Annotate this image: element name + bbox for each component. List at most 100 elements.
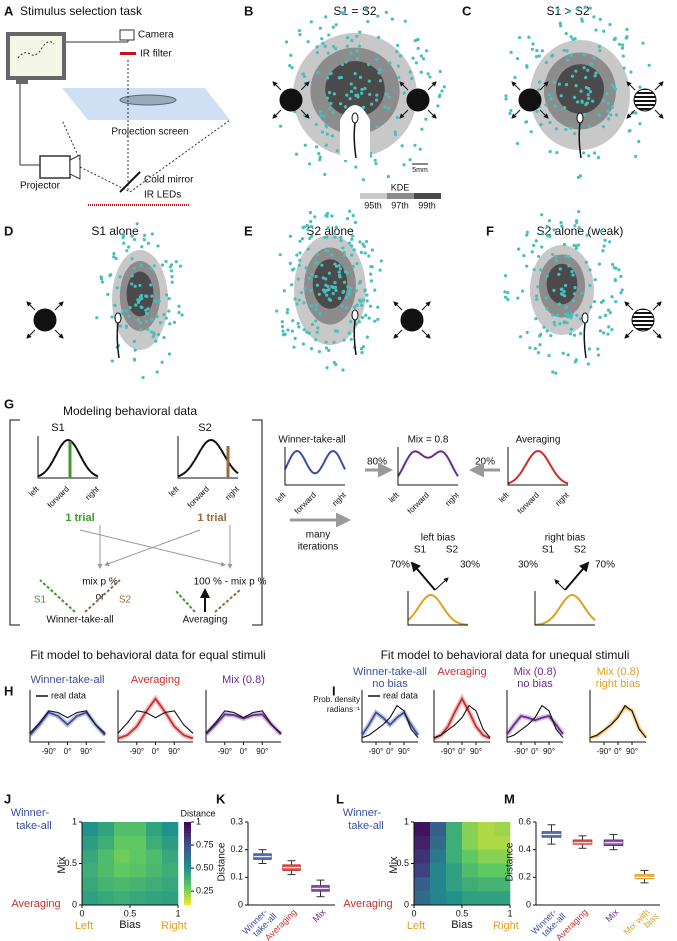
model-curve <box>534 593 596 626</box>
colorbar-segment <box>184 846 191 850</box>
trial-dot <box>424 49 429 53</box>
stimulus <box>400 308 424 332</box>
label: 30% <box>518 560 538 571</box>
trial-dot <box>138 321 143 325</box>
trial-dot <box>167 297 171 301</box>
trial-dot <box>293 297 297 301</box>
trial-dot <box>610 328 614 332</box>
trial-dot <box>330 134 334 138</box>
x-tick-label: 0° <box>458 747 466 756</box>
trial-dot <box>329 101 333 106</box>
x-tick-label: 0.5 <box>456 908 469 918</box>
trial-dot <box>339 11 344 15</box>
trial-dot <box>545 329 549 333</box>
colorbar-segment <box>184 899 191 903</box>
label: no bias <box>372 678 408 690</box>
trial-dot <box>112 255 116 259</box>
trial-dot <box>352 248 356 252</box>
trial-dot <box>559 292 564 296</box>
trial-dot <box>367 79 371 83</box>
trial-dot <box>552 228 556 232</box>
trial-dot <box>577 226 581 230</box>
x-tick-label: -90° <box>369 747 384 756</box>
colorbar-segment <box>184 844 191 848</box>
heat-cell <box>446 835 463 850</box>
trial-dot <box>563 105 567 110</box>
bracket <box>9 419 263 626</box>
trial-dot <box>136 300 141 304</box>
trial-dot <box>587 347 591 351</box>
trial-dot <box>580 17 584 21</box>
trial-dot <box>583 112 587 117</box>
trial-dot <box>327 33 331 37</box>
trial-dot <box>305 330 309 334</box>
panel-letter: F <box>486 223 494 238</box>
model-curve <box>284 449 346 475</box>
trial-dot <box>348 209 352 213</box>
trial-dot <box>140 245 144 249</box>
trial-dot <box>324 277 328 281</box>
label: many <box>306 530 330 541</box>
panel-letter: G <box>4 396 14 411</box>
trial-dot <box>301 72 305 76</box>
trial-dot <box>384 92 388 96</box>
trial-dot <box>146 307 150 311</box>
trial-dot <box>564 32 568 36</box>
trial-dot <box>113 303 117 307</box>
colorbar-segment <box>184 869 191 873</box>
trial-dot <box>598 329 603 333</box>
trial-dot <box>625 27 629 31</box>
vector <box>434 577 449 591</box>
label: right <box>444 490 462 508</box>
trial-dot <box>301 342 305 346</box>
trial-dot <box>384 10 388 14</box>
label: IR LEDs <box>144 190 181 201</box>
x-tick-label: 0 <box>411 908 416 918</box>
trial-dot <box>574 83 578 88</box>
label: right <box>554 490 572 508</box>
heat-cell <box>82 822 99 837</box>
panel-letter: A <box>4 3 14 18</box>
trial-dot <box>162 335 166 340</box>
trial-dot <box>121 232 125 237</box>
trial-dot <box>288 261 292 265</box>
plot-frame <box>205 690 281 743</box>
trial-dot <box>331 110 335 114</box>
y-tick-label: 0 <box>404 899 409 909</box>
trial-dot <box>530 250 534 254</box>
trial-dot <box>534 239 538 243</box>
trial-dot <box>611 262 615 267</box>
label: forward <box>406 491 431 516</box>
heat-cell <box>162 835 179 850</box>
heat-cell <box>430 863 447 878</box>
trial-dot <box>551 370 555 374</box>
trial-dot <box>506 290 510 295</box>
y-axis-label: Distance <box>217 842 228 881</box>
label: left <box>27 484 41 498</box>
trial-dot <box>634 111 638 115</box>
trial-dot <box>354 165 358 169</box>
trial-dot <box>283 332 287 336</box>
heat-cell <box>162 849 179 864</box>
trial-dot <box>342 338 346 342</box>
trial-dot <box>544 60 548 65</box>
trial-dot <box>315 145 319 149</box>
trial-dot <box>130 234 134 238</box>
trial-dot <box>297 325 301 329</box>
trial-dot <box>599 300 604 304</box>
trial-dot <box>567 10 571 14</box>
heat-cell <box>98 835 115 850</box>
heat-cell <box>446 863 463 878</box>
stimulus-arrow <box>539 81 549 91</box>
trial-dot <box>548 150 552 154</box>
trial-dot <box>170 275 174 279</box>
trial-dot <box>286 328 290 332</box>
trial-dot <box>128 305 132 310</box>
heat-cell <box>446 891 463 906</box>
trial-dot <box>160 360 164 364</box>
label: S1 <box>51 422 64 434</box>
model-line <box>433 696 491 740</box>
trial-dot <box>156 332 161 337</box>
stimulus-arrow <box>511 81 521 91</box>
trial-dot <box>606 109 610 113</box>
